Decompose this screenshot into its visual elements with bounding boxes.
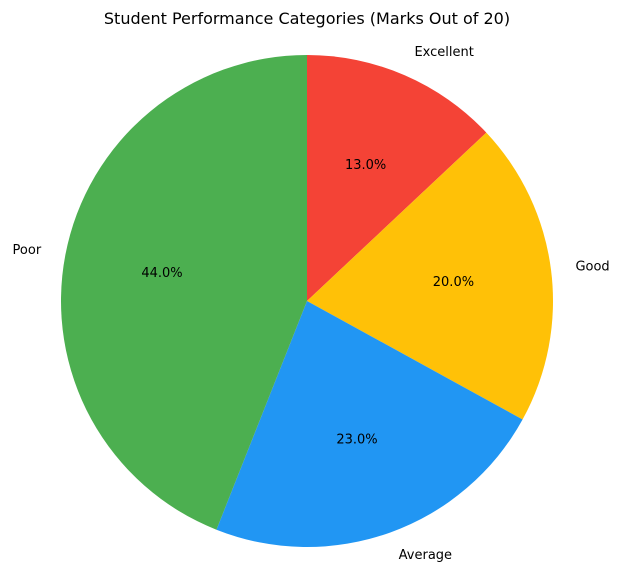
chart-title: Student Performance Categories (Marks Ou… [103, 9, 511, 28]
slice-percent-poor: 44.0% [141, 266, 182, 281]
pie-slices [60, 55, 553, 547]
slice-label-good: Good [575, 260, 609, 275]
slice-percent-excellent: 13.0% [345, 158, 386, 173]
pie-slice-poor [60, 55, 307, 530]
pie-slice-excellent [307, 55, 487, 301]
slice-percent-average: 23.0% [336, 432, 377, 447]
pie-slice-good [307, 132, 553, 420]
pie-labels: Excellent 13.0% Good 20.0% Average 23.0% Poor 4… [13, 45, 610, 563]
slice-label-excellent: Excellent [414, 45, 473, 60]
slice-label-average: Average [399, 548, 452, 563]
slice-percent-good: 20.0% [433, 275, 474, 290]
slice-label-poor: Poor [13, 243, 42, 258]
pie-slice-average [216, 301, 523, 547]
